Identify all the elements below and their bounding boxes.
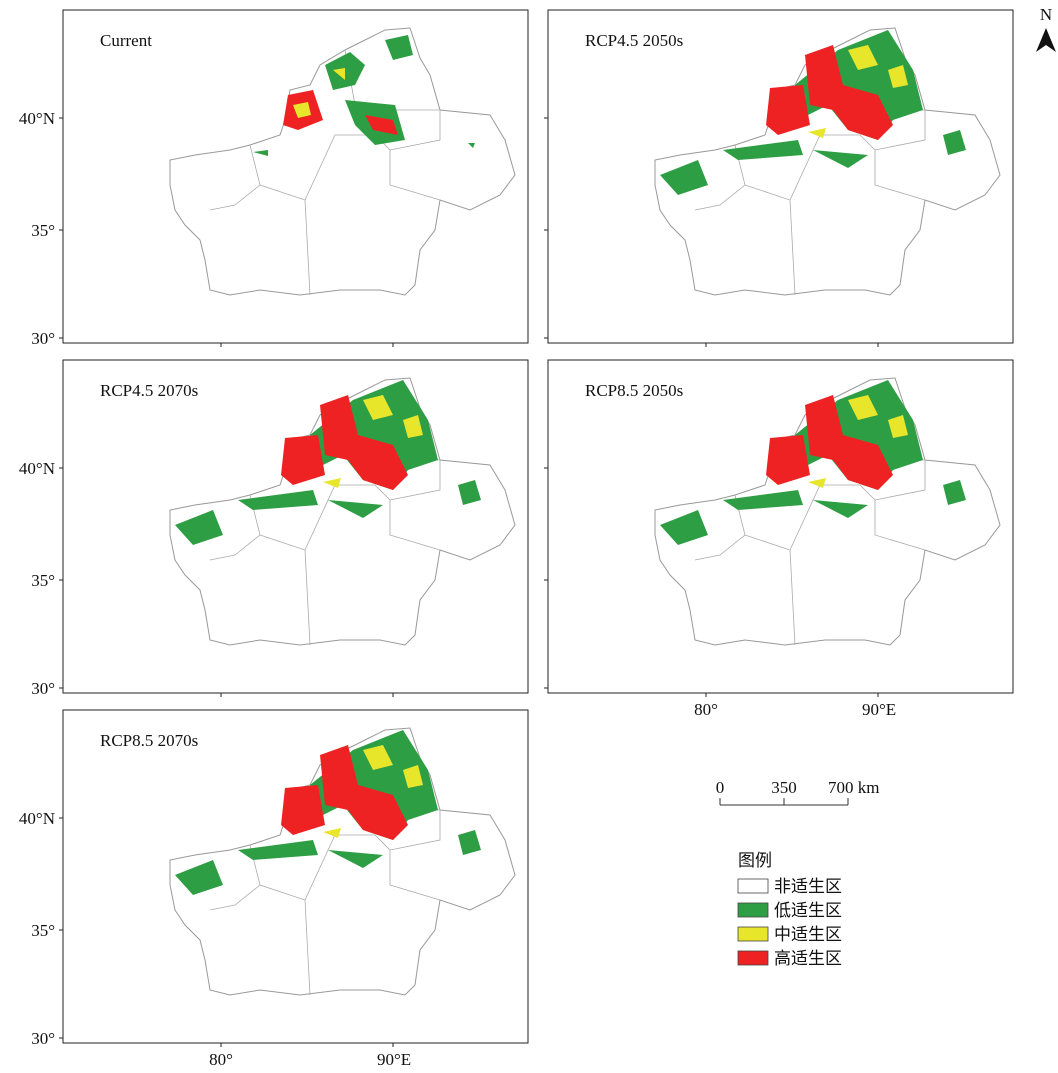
legend-title: 图例 <box>738 851 772 870</box>
legend-swatch <box>738 903 768 917</box>
panel-title: Current <box>100 31 152 50</box>
map-panel: Current 40°N 35° 30° <box>19 10 528 348</box>
north-arrow: N <box>1036 5 1056 52</box>
lat-label: 40°N <box>19 459 55 478</box>
lon-label: 80° <box>694 700 718 719</box>
panel-title: RCP8.5 2070s <box>100 731 198 750</box>
legend-label: 非适生区 <box>774 877 842 896</box>
scale-label: 350 <box>771 778 797 797</box>
lat-label: 30° <box>31 679 55 698</box>
north-label: N <box>1040 5 1052 24</box>
lat-label: 40°N <box>19 809 55 828</box>
legend-swatch <box>738 951 768 965</box>
scale-label: 0 <box>716 778 725 797</box>
legend-label: 中适生区 <box>774 925 842 944</box>
panel-title: RCP4.5 2070s <box>100 381 198 400</box>
lon-label: 90°E <box>862 700 896 719</box>
legend-label: 高适生区 <box>774 949 842 968</box>
lat-label: 40°N <box>19 109 55 128</box>
map-panel: RCP4.5 2070s 40°N 35° 30° <box>19 360 528 698</box>
lon-label: 80° <box>209 1050 233 1068</box>
map-panel: RCP8.5 2070s 40°N 35° 30° 80° 90°E <box>19 710 528 1068</box>
legend-label: 低适生区 <box>774 901 842 920</box>
map-panel: RCP8.5 2050s 80° 90°E <box>544 360 1013 719</box>
legend-swatch <box>738 879 768 893</box>
legend-swatch <box>738 927 768 941</box>
figure: Current 40°N 35° 30° RCP4.5 2050s RCP4.5 2070… <box>0 0 1058 1068</box>
lat-label: 35° <box>31 221 55 240</box>
lat-label: 35° <box>31 921 55 940</box>
panels: Current 40°N 35° 30° RCP4.5 2050s RCP4.5 2070… <box>19 10 1013 1068</box>
map-panel: RCP4.5 2050s <box>544 10 1013 347</box>
lon-label: 90°E <box>377 1050 411 1068</box>
lat-label: 30° <box>31 1029 55 1048</box>
panel-title: RCP8.5 2050s <box>585 381 683 400</box>
lat-label: 30° <box>31 329 55 348</box>
lat-label: 35° <box>31 571 55 590</box>
scale-label: 700 km <box>828 778 879 797</box>
panel-title: RCP4.5 2050s <box>585 31 683 50</box>
scale-bar: 0 350 700 km <box>716 778 880 805</box>
